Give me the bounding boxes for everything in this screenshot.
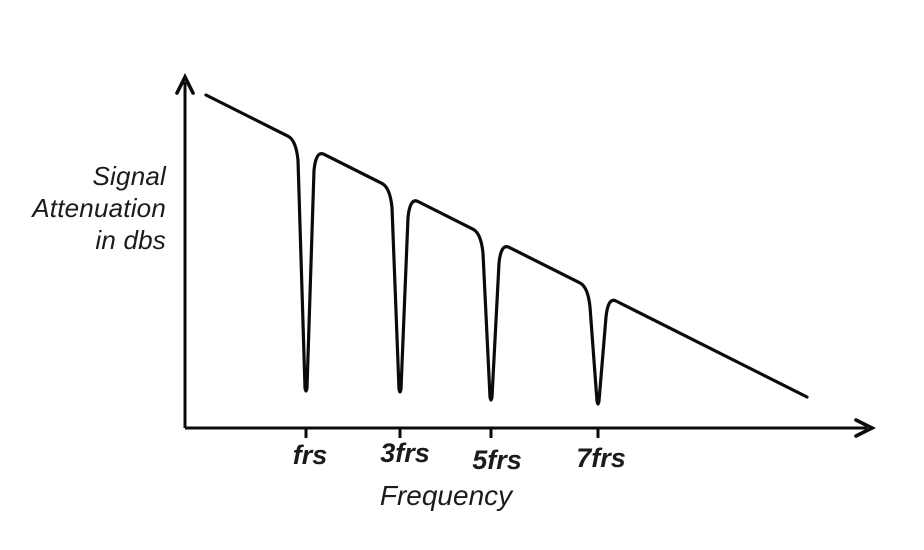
tick-label-7frs: 7frs xyxy=(576,443,626,473)
tick-label-frs: frs xyxy=(292,440,328,470)
tick-label-3frs: 3frs xyxy=(380,438,430,468)
x-axis-label: Frequency xyxy=(379,480,513,511)
y-axis-label-line-3: in dbs xyxy=(95,225,166,255)
y-axis-label: Signal Attenuation in dbs xyxy=(0,160,166,256)
response-curve xyxy=(204,93,809,406)
x-axis-arrowhead-icon xyxy=(854,418,877,438)
y-axis-arrowhead-icon xyxy=(175,72,195,95)
tick-label-5frs: 5frs xyxy=(472,445,522,475)
y-axis-label-line-2: Attenuation xyxy=(32,193,166,223)
y-axis-label-line-1: Signal xyxy=(92,161,166,191)
